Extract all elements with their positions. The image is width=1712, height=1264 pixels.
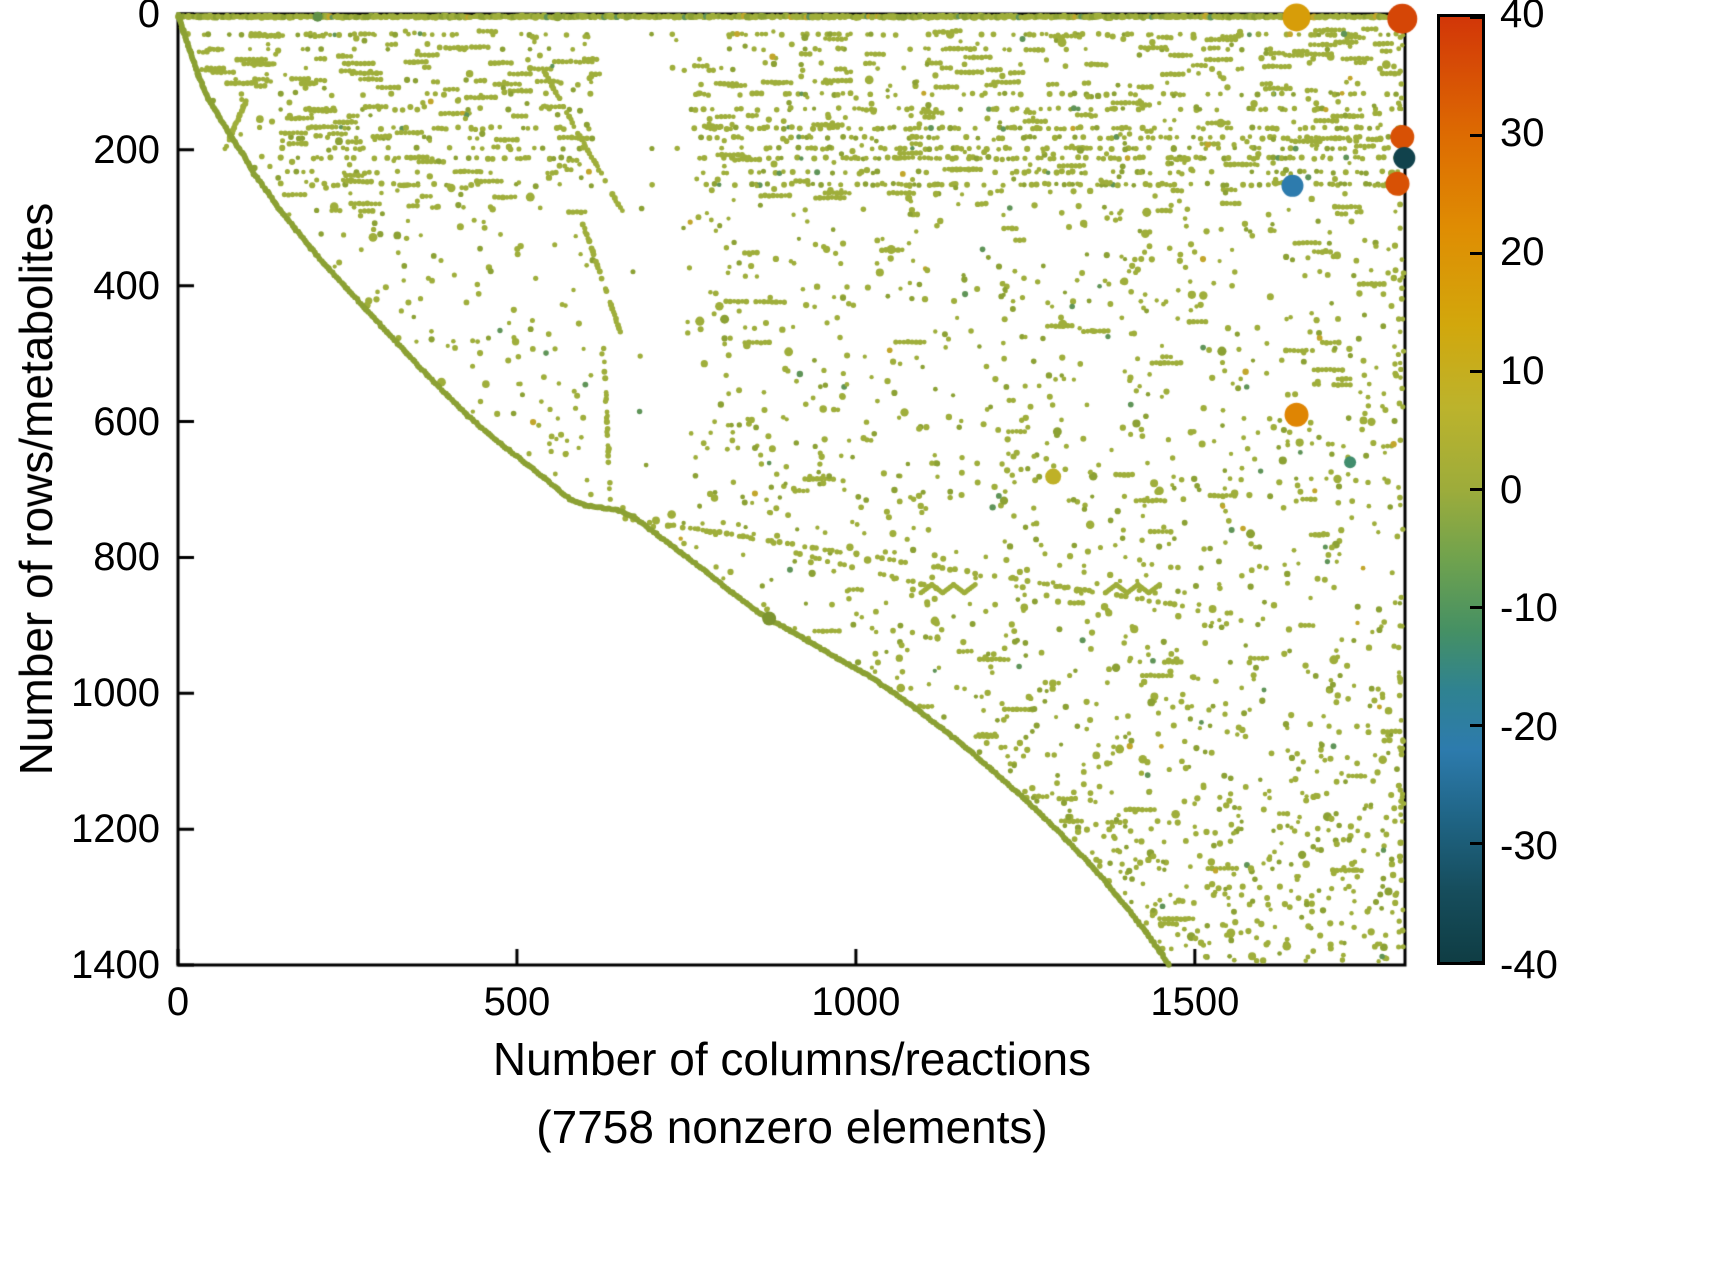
colorbar-tick-label: -20 [1500, 705, 1558, 750]
colorbar-tick-label: -40 [1500, 943, 1558, 987]
y-tick-label: 1000 [71, 671, 160, 716]
y-tick-label: 1400 [71, 943, 160, 987]
x-tick-label: 1000 [811, 980, 901, 1024]
y-tick-label: 800 [93, 535, 160, 580]
colorbar-tick-label: 40 [1500, 0, 1545, 36]
colorbar-tick-mark [1470, 369, 1482, 373]
x-tick-label: 1500 [1150, 980, 1240, 1024]
colorbar-tick-mark [1470, 251, 1482, 255]
y-tick-label: 200 [93, 127, 160, 172]
colorbar-tick-mark [1470, 606, 1482, 610]
colorbar-tick-label: -10 [1500, 586, 1558, 631]
y-tick-label: 1200 [71, 807, 160, 852]
x-tick-label: 0 [166, 980, 190, 1024]
x-axis-sublabel: (7758 nonzero elements) [536, 1101, 1048, 1153]
colorbar-tick-label: 10 [1500, 348, 1545, 393]
colorbar-tick-mark [1470, 842, 1482, 846]
y-axis-label: Number of rows/metabolites [10, 202, 62, 776]
colorbar-tick-mark [1470, 488, 1482, 491]
colorbar-tick-mark [1470, 15, 1482, 19]
y-tick-label: 600 [93, 399, 160, 444]
colorbar-tick-mark [1470, 960, 1482, 964]
y-tick-label: 400 [93, 263, 160, 308]
colorbar-tick-mark [1470, 133, 1482, 137]
x-tick-label: 500 [483, 980, 551, 1024]
colorbar-tick-label: -30 [1500, 824, 1558, 869]
x-axis-label: Number of columns/reactions [492, 1033, 1092, 1085]
colorbar [1437, 14, 1485, 965]
colorbar-tick-mark [1470, 724, 1482, 728]
colorbar-tick-label: 30 [1500, 110, 1545, 155]
y-tick-label: 0 [137, 0, 160, 36]
colorbar-tick-label: 0 [1500, 467, 1523, 512]
colorbar-tick-label: 20 [1500, 229, 1545, 274]
